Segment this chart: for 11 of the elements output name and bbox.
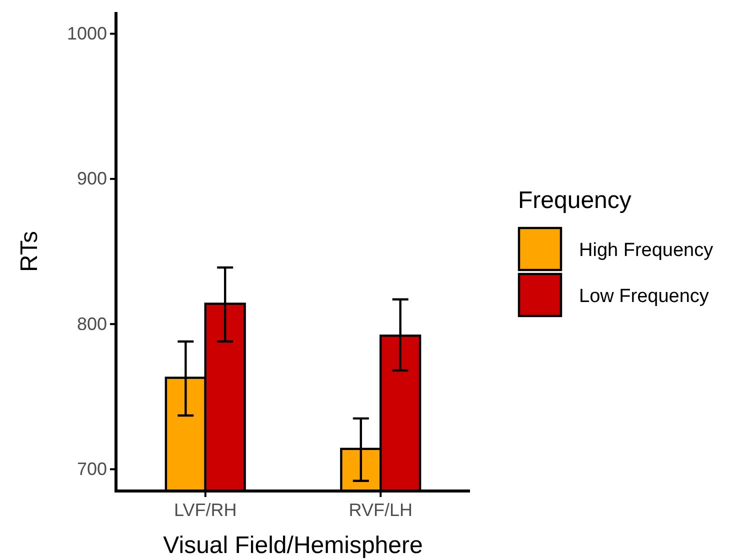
y-axis-title: RTs: [16, 231, 43, 272]
y-tick-label: 1000: [66, 24, 107, 44]
y-tick-label: 900: [76, 168, 107, 189]
legend-label: High Frequency: [579, 240, 714, 261]
x-tick-label: RVF/LH: [348, 500, 412, 520]
x-axis-title: Visual Field/Hemisphere: [163, 532, 423, 559]
y-tick-label: 800: [76, 314, 107, 334]
y-tick-label: 700: [76, 458, 107, 479]
legend-title: Frequency: [518, 187, 632, 214]
x-tick-label: LVF/RH: [174, 500, 237, 520]
legend-label: Low Frequency: [579, 286, 710, 307]
